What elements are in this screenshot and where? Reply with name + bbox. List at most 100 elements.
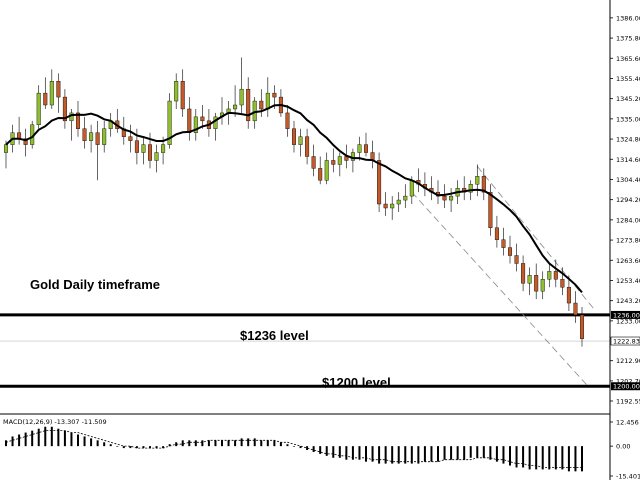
- price-tick-label: 1233.00: [616, 317, 640, 325]
- candle-body: [200, 116, 205, 122]
- candle-body: [396, 199, 401, 205]
- macd-bar: [509, 446, 511, 466]
- macd-bar: [489, 446, 492, 460]
- candle-body: [508, 247, 513, 256]
- macd-signal-line: [5, 430, 582, 468]
- macd-bar: [365, 446, 367, 462]
- price-axis: 1386.00 1375.80 1365.60 1355.40 1345.20 1335.…: [610, 14, 640, 405]
- macd-bar: [221, 440, 223, 447]
- macd-bar: [430, 446, 433, 462]
- level-tag-label: 1236.00: [613, 311, 640, 319]
- macd-bar: [201, 440, 204, 447]
- macd-bar: [561, 446, 564, 470]
- macd-bar: [188, 440, 191, 447]
- macd-bar: [194, 440, 197, 447]
- macd-bar: [391, 446, 394, 464]
- candle-body: [324, 160, 329, 181]
- price-tick-label: 1263.60: [616, 257, 640, 265]
- level-tag: [611, 382, 640, 391]
- macd-bar: [541, 446, 544, 470]
- candle-body: [442, 195, 447, 201]
- price-pane: 1386.00 1375.80 1365.60 1355.40 1345.20 1335.…: [0, 0, 640, 413]
- macd-bar: [332, 446, 335, 458]
- macd-bar: [214, 440, 217, 447]
- macd-bar: [103, 442, 106, 447]
- macd-bar: [279, 442, 282, 447]
- price-pane-border: [0, 0, 610, 413]
- macd-bar: [31, 430, 34, 447]
- macd-bar: [253, 438, 256, 447]
- macd-bar: [273, 440, 276, 447]
- macd-bar: [404, 446, 407, 464]
- macd-bar: [129, 446, 132, 449]
- price-tick-label: 1365.60: [616, 55, 640, 63]
- candle-body: [527, 275, 532, 284]
- macd-bar: [535, 446, 538, 470]
- price-tick-label: 1273.80: [616, 237, 640, 245]
- candle-body: [75, 112, 80, 129]
- candle-body: [259, 100, 264, 110]
- macd-bar: [554, 446, 557, 470]
- macd-bar: [358, 446, 361, 460]
- macd-bar: [319, 446, 322, 454]
- macd-bar: [410, 446, 413, 464]
- current-price-label: 1222.83: [613, 338, 640, 346]
- macd-bar: [247, 438, 250, 447]
- macd-bar: [57, 428, 60, 447]
- macd-bar: [299, 446, 302, 449]
- macd-label: MACD(12,26,9) -13.307 -11.509: [3, 418, 107, 426]
- macd-bar: [142, 446, 145, 449]
- macd-bar: [482, 446, 485, 458]
- candle-body: [350, 152, 355, 161]
- macd-bar: [574, 446, 577, 472]
- level-1236-label: $1236 level: [240, 328, 309, 343]
- level-tag: [611, 310, 640, 319]
- macd-bar: [338, 446, 341, 458]
- macd-bar: [155, 446, 158, 449]
- macd-bar: [122, 446, 125, 449]
- candle-body: [383, 203, 388, 209]
- macd-bar: [266, 440, 269, 447]
- descending-channel: [411, 166, 595, 387]
- macd-bar: [476, 446, 479, 458]
- macd-bar: [149, 446, 151, 449]
- macd-bar: [286, 444, 289, 447]
- macd-bar: [371, 446, 374, 462]
- candle-body: [534, 275, 539, 292]
- candle-body: [89, 132, 94, 141]
- candle-body: [134, 140, 139, 153]
- candle-body: [23, 138, 28, 145]
- macd-bar: [37, 428, 40, 447]
- macd-bar: [528, 446, 531, 470]
- candle-body: [409, 180, 414, 197]
- candle-body: [481, 176, 486, 193]
- candle-body: [501, 239, 506, 248]
- candle-body: [43, 92, 48, 106]
- macd-bar: [351, 446, 354, 460]
- macd-bar: [293, 446, 295, 447]
- candle-body: [449, 195, 454, 201]
- macd-bar: [109, 444, 112, 447]
- price-tick-label: 1355.40: [616, 75, 640, 83]
- price-tick-label: 1202.70: [616, 377, 640, 385]
- macd-bar: [437, 446, 439, 462]
- candle-body: [514, 255, 519, 264]
- moving-average-line: [5, 103, 583, 294]
- candle-body: [272, 92, 277, 98]
- price-tick-label: 1386.00: [616, 14, 640, 22]
- price-tick-label: 1294.20: [616, 196, 640, 204]
- macd-bar: [397, 446, 400, 464]
- price-tick-label: 1304.40: [616, 176, 640, 184]
- candle-body: [331, 160, 336, 165]
- macd-bar: [567, 446, 570, 472]
- price-tick-label: 1324.80: [616, 136, 640, 144]
- macd-bar: [515, 446, 518, 468]
- price-tick-label: 1212.90: [616, 357, 640, 365]
- macd-bar: [116, 446, 119, 447]
- macd-tick-label: 0.00: [616, 443, 630, 451]
- candle-body: [174, 81, 179, 102]
- macd-tick-label: -15.401: [616, 473, 640, 480]
- macd-bar: [181, 440, 184, 447]
- candle-body: [364, 144, 369, 153]
